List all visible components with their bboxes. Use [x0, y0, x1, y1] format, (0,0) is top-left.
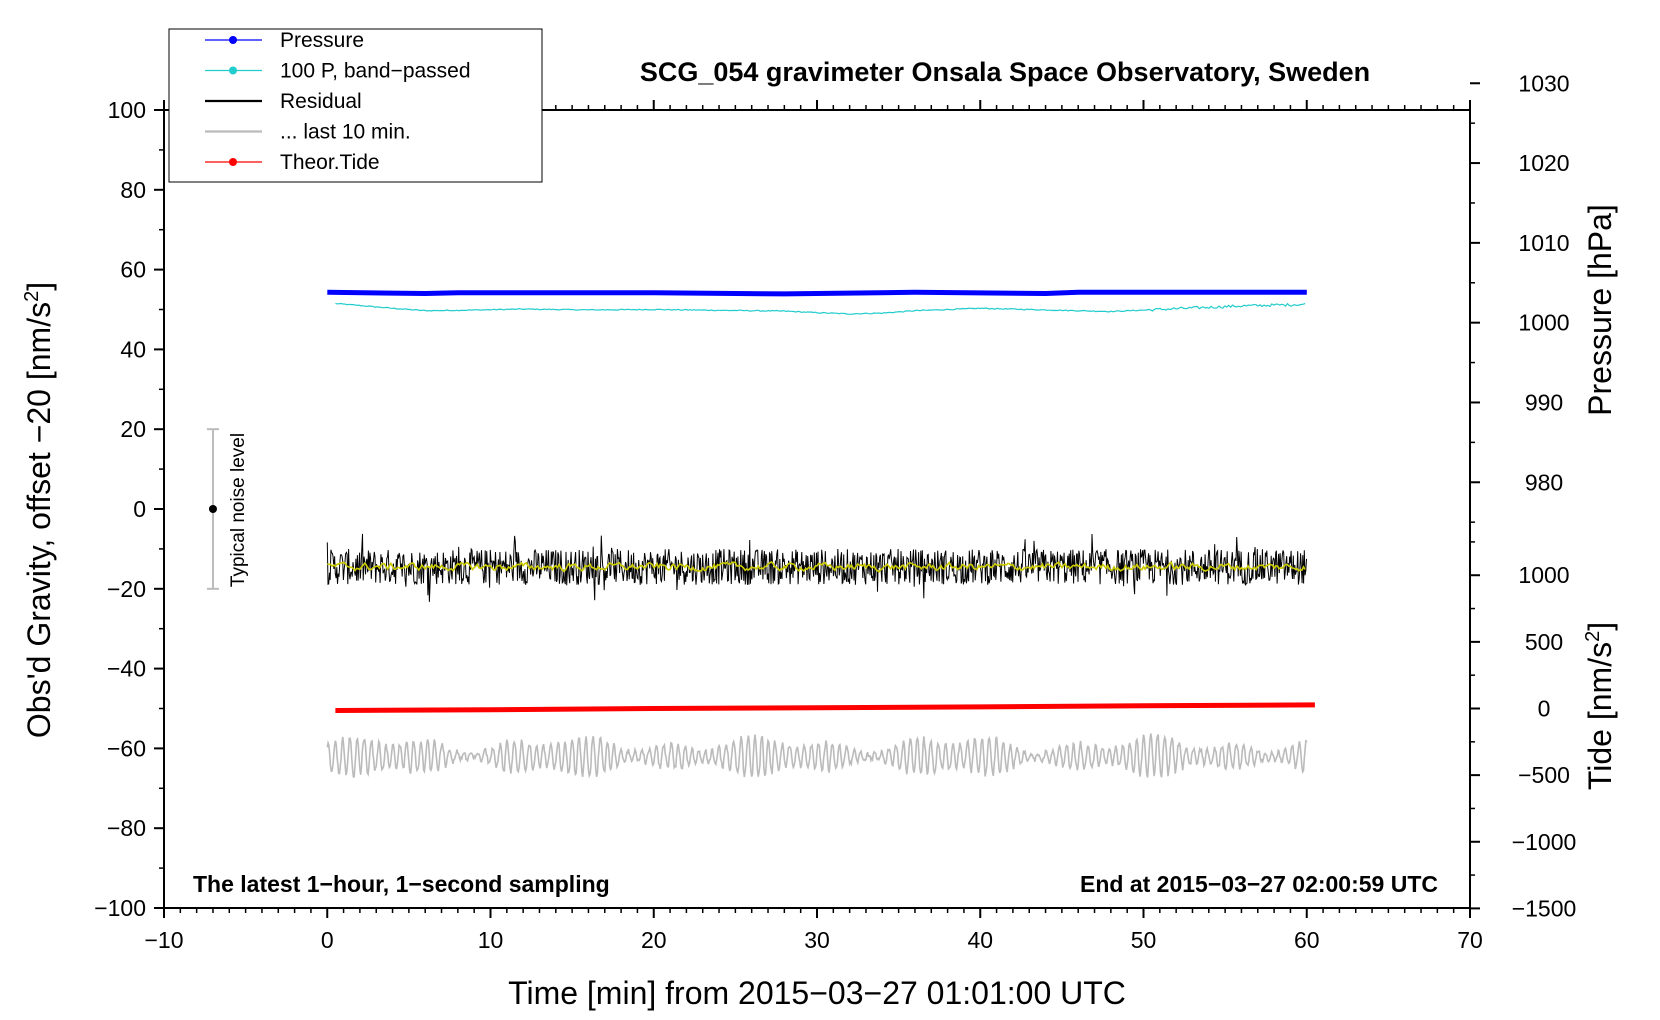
y-axis-title-prefix: Obs'd Gravity, offset −20 [nm/s [21, 302, 57, 738]
pressure-tick-label: 990 [1525, 389, 1563, 415]
gravimeter-chart: −10010203040506070100806040200−20−40−60−… [0, 0, 1660, 1020]
noise-marker [209, 505, 217, 513]
tide-axis-title-prefix: Tide [nm/s [1582, 642, 1618, 790]
tide-tick-label: −500 [1518, 762, 1570, 788]
x-tick-label: 30 [804, 927, 830, 953]
pressure-axis-title: Pressure [hPa] [1582, 204, 1618, 416]
x-tick-label: 0 [321, 927, 334, 953]
y-axis-title-sup: 2 [21, 291, 43, 302]
noise-indicator: Typical noise level [207, 429, 249, 589]
y-tick-label: 40 [120, 336, 146, 362]
y-tick-label: 80 [120, 177, 146, 203]
legend-label: Pressure [280, 29, 364, 52]
legend: Pressure 100 P, band−passed Residual ... la… [169, 29, 542, 182]
sampling-note: The latest 1−hour, 1−second sampling [193, 871, 610, 897]
tide-tick-label: 500 [1525, 629, 1563, 655]
tide-axis-title-sup: 2 [1582, 631, 1604, 642]
y-tick-label: −80 [107, 815, 146, 841]
end-time-note: End at 2015−03−27 02:00:59 UTC [1080, 871, 1438, 897]
y-axis-title: Obs'd Gravity, offset −20 [nm/s2] [21, 282, 57, 738]
pressure-tick-label: 980 [1525, 469, 1563, 495]
x-tick-label: 40 [967, 927, 993, 953]
series-pressure-line [327, 292, 1307, 294]
legend-marker [229, 36, 237, 44]
pressure-tick-label: 1010 [1518, 230, 1569, 256]
pressure-tick-label: 1000 [1518, 310, 1569, 336]
x-tick-label: 10 [478, 927, 504, 953]
x-tick-label: 50 [1131, 927, 1157, 953]
x-axis-title: Time [min] from 2015−03−27 01:01:00 UTC [508, 975, 1126, 1011]
tide-tick-label: 0 [1538, 696, 1551, 722]
legend-label: 100 P, band−passed [280, 60, 471, 83]
x-tick-label: 60 [1294, 927, 1320, 953]
tide-tick-label: 1000 [1518, 562, 1569, 588]
legend-marker [229, 67, 237, 75]
y-tick-label: 0 [133, 496, 146, 522]
legend-marker [229, 158, 237, 166]
legend-label: ... last 10 min. [280, 121, 411, 144]
pressure-tick-label: 1020 [1518, 150, 1569, 176]
y-tick-label: −20 [107, 576, 146, 602]
tide-axis-title: Tide [nm/s2] [1582, 622, 1618, 790]
tide-tick-label: −1000 [1512, 829, 1577, 855]
x-tick-label: 70 [1457, 927, 1483, 953]
x-tick-label: −10 [144, 927, 183, 953]
y-tick-label: 20 [120, 416, 146, 442]
y-tick-label: 100 [108, 97, 146, 123]
noise-level-label: Typical noise level [228, 433, 249, 587]
chart-title: SCG_054 gravimeter Onsala Space Observat… [640, 57, 1370, 87]
legend-label: Residual [280, 90, 362, 113]
x-tick-label: 20 [641, 927, 667, 953]
legend-label: Theor.Tide [280, 151, 380, 174]
y-tick-label: −60 [107, 735, 146, 761]
y-tick-label: 60 [120, 257, 146, 283]
y-tick-label: −100 [94, 895, 146, 921]
y-axis-title-suffix: ] [21, 282, 57, 291]
y-tick-label: −40 [107, 656, 146, 682]
tide-axis-title-suffix: ] [1582, 622, 1618, 631]
pressure-tick-label: 1030 [1518, 70, 1569, 96]
tide-tick-label: −1500 [1512, 895, 1577, 921]
